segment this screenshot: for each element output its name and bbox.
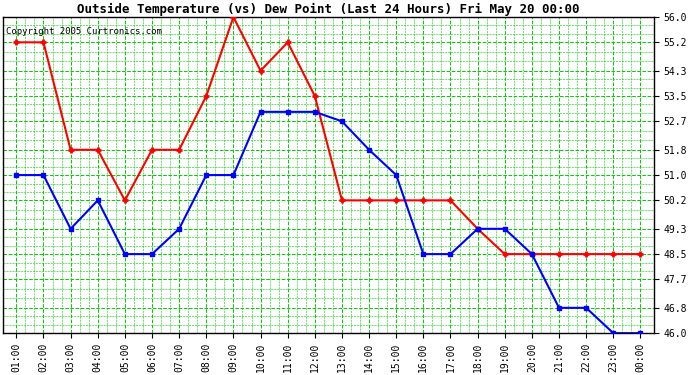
Title: Outside Temperature (vs) Dew Point (Last 24 Hours) Fri May 20 00:00: Outside Temperature (vs) Dew Point (Last…	[77, 3, 580, 16]
Text: Copyright 2005 Curtronics.com: Copyright 2005 Curtronics.com	[6, 27, 162, 36]
